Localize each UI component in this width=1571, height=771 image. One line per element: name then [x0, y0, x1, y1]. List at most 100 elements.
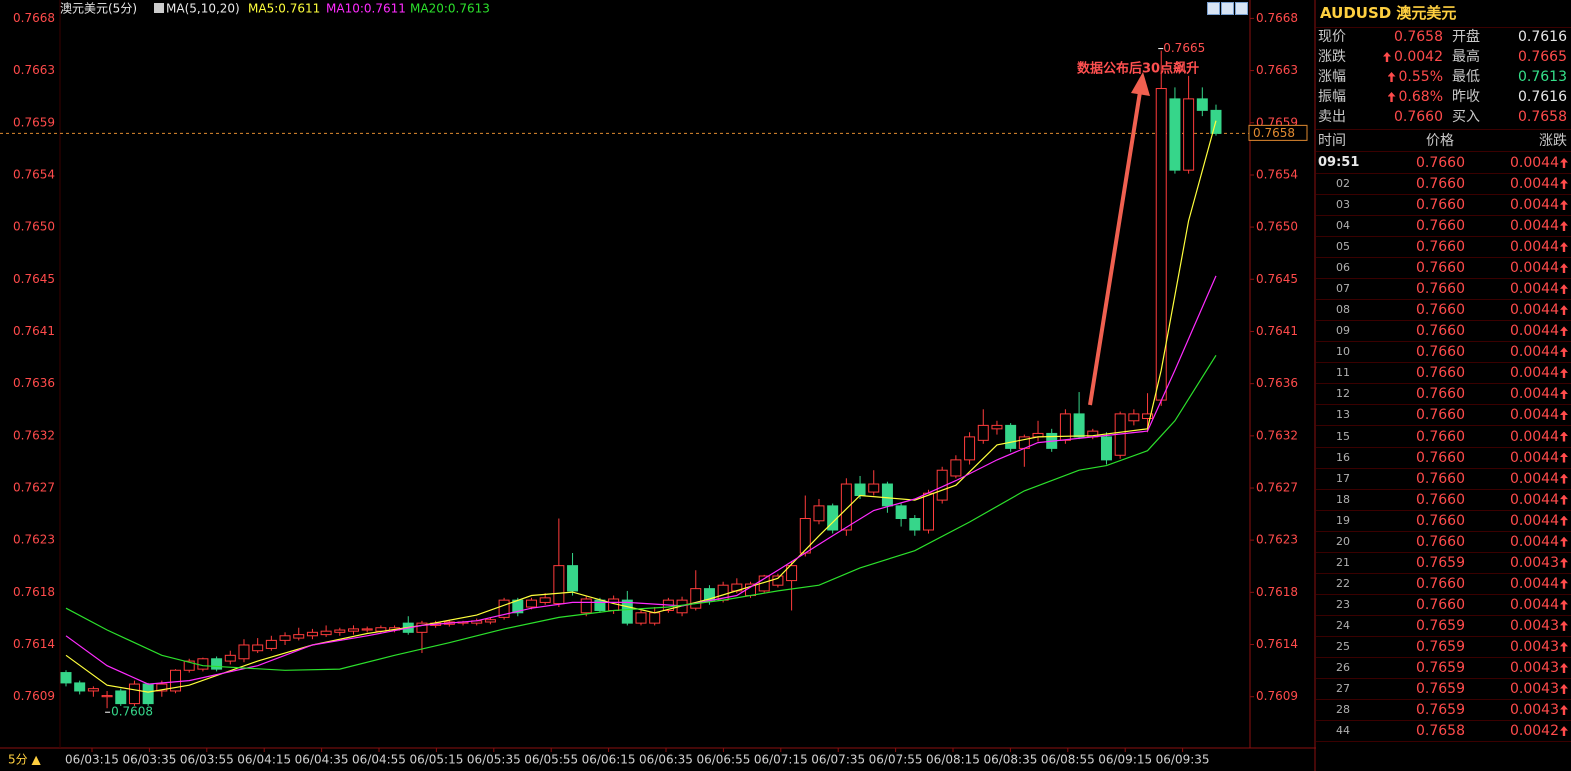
- candle-body: [252, 644, 264, 652]
- up-arrow: [1387, 92, 1396, 102]
- candle-body: [950, 459, 962, 477]
- up-arrow: [1560, 557, 1568, 568]
- candle-body: [621, 599, 633, 624]
- trade-change: 0.0044: [1510, 575, 1559, 592]
- candle-body: [416, 622, 428, 633]
- candle-body: [813, 505, 825, 522]
- legend-entry: MA10:0.7611: [326, 2, 406, 16]
- up-arrow: [1560, 242, 1568, 253]
- ma-line: [65, 120, 1217, 693]
- trade-time: 17: [1336, 471, 1350, 485]
- quote-label: 涨幅: [1318, 69, 1346, 85]
- min-label: 0.7608: [111, 705, 153, 719]
- row-line: [1316, 129, 1571, 130]
- legend-entry: MA20:0.7613: [410, 2, 490, 16]
- row-line: [1316, 341, 1571, 343]
- x-tick-label: 06/04:35: [295, 753, 349, 767]
- quote-value: 0.7665: [1518, 49, 1567, 65]
- trade-price: 0.7660: [1416, 365, 1465, 382]
- trade-change: 0.0044: [1510, 386, 1559, 403]
- quote-label: 买入: [1452, 109, 1480, 125]
- trade-price: 0.7660: [1416, 155, 1465, 171]
- quote-label: 振幅: [1318, 89, 1346, 105]
- up-arrow: [1560, 368, 1568, 379]
- up-arrow: [1560, 620, 1568, 631]
- y-tick-label: 0.7659: [13, 115, 55, 129]
- trade-change: 0.0044: [1510, 176, 1559, 193]
- candle-body: [936, 469, 948, 501]
- y-tick-label: 0.7632: [1256, 428, 1298, 442]
- candle-body: [306, 631, 318, 637]
- candle-body: [580, 598, 592, 614]
- row-line: [1316, 530, 1571, 532]
- y-tick-label: 0.7618: [13, 585, 55, 599]
- candle-body: [977, 424, 989, 441]
- row-line: [1316, 173, 1571, 174]
- x-tick-label: 06/03:15: [65, 753, 119, 767]
- up-arrow: [1560, 179, 1568, 190]
- up-arrow: [1560, 158, 1568, 168]
- row-line: [1316, 509, 1571, 511]
- symbol: AUDUSD 澳元美元: [1320, 4, 1457, 22]
- trade-change: 0.0044: [1510, 218, 1559, 235]
- toolbar-button[interactable]: [1235, 2, 1248, 15]
- trade-change: 0.0044: [1510, 260, 1559, 277]
- up-arrow: [1560, 473, 1568, 484]
- up-arrow: [1560, 515, 1568, 526]
- x-tick-label: 06/05:35: [467, 753, 521, 767]
- trade-time: 44: [1336, 724, 1350, 738]
- row-line: [1316, 299, 1571, 301]
- trade-change: 0.0044: [1510, 323, 1559, 340]
- x-tick-label: 06/06:55: [696, 753, 750, 767]
- toolbar-button[interactable]: [1207, 2, 1220, 15]
- x-tick-label: 06/03:55: [180, 753, 234, 767]
- x-tick-label: 06/03:35: [122, 753, 176, 767]
- row-line: [1316, 741, 1571, 743]
- candle-body: [553, 565, 565, 605]
- x-tick-label: 06/06:35: [639, 753, 693, 767]
- up-arrow: [1560, 578, 1568, 589]
- trade-price: 0.7659: [1416, 702, 1465, 719]
- ma-header: MA(5,10,20): [166, 2, 240, 16]
- trade-price: 0.7660: [1416, 596, 1465, 613]
- row-line: [1316, 404, 1571, 406]
- candle-body: [964, 436, 976, 461]
- trade-time: 05: [1336, 240, 1350, 254]
- toolbar-button[interactable]: [1221, 2, 1234, 15]
- legend-entry: MA5:0.7611: [248, 2, 320, 16]
- x-tick-label: 06/05:55: [524, 753, 578, 767]
- x-tick-label: 06/07:15: [754, 753, 808, 767]
- candle-body: [498, 599, 510, 618]
- trade-change: 0.0044: [1510, 239, 1559, 256]
- period-button[interactable]: 5分 ▲: [8, 753, 41, 767]
- trade-time: 10: [1336, 345, 1350, 359]
- candle-body: [74, 682, 86, 692]
- trade-change: 0.0043: [1510, 702, 1559, 719]
- trade-price: 0.7659: [1416, 638, 1465, 655]
- trade-price: 0.7660: [1416, 533, 1465, 550]
- y-tick-label: 0.7645: [1256, 272, 1298, 286]
- up-arrow: [1560, 494, 1568, 505]
- up-arrow: [1560, 431, 1568, 442]
- trade-time: 02: [1336, 177, 1350, 191]
- quote-value: 0.7613: [1518, 69, 1567, 85]
- up-arrow: [1560, 263, 1568, 274]
- trade-time: 27: [1336, 682, 1350, 695]
- up-arrow: [1560, 284, 1568, 295]
- up-arrow: [1383, 52, 1391, 62]
- candle-body: [279, 635, 291, 641]
- trade-change: 0.0044: [1510, 302, 1559, 319]
- candle-body: [361, 628, 373, 631]
- candle-body: [348, 628, 359, 632]
- candle-body: [539, 597, 551, 603]
- y-tick-label: 0.7623: [1256, 533, 1298, 547]
- trade-change: 0.0044: [1510, 428, 1559, 445]
- trade-price: 0.7660: [1416, 575, 1465, 592]
- candle-body: [1183, 98, 1195, 171]
- up-arrow: [1560, 599, 1568, 610]
- candle-body: [211, 658, 223, 670]
- candle-body: [923, 492, 934, 531]
- trade-price: 0.7660: [1416, 239, 1465, 256]
- candle-body: [525, 599, 537, 608]
